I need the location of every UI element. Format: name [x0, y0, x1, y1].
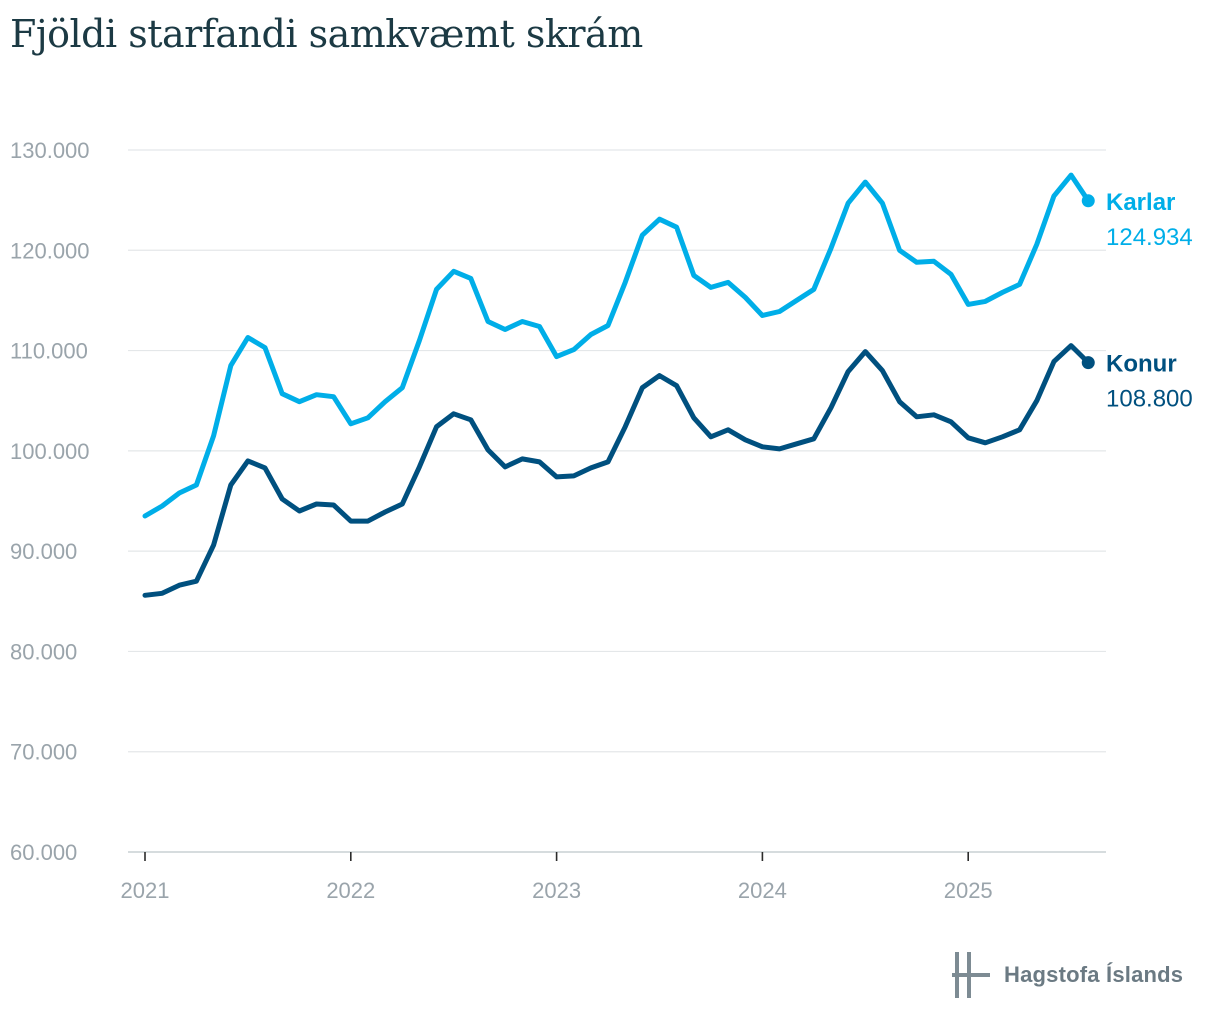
series-line-karlar: [142, 172, 1091, 519]
x-tick-label: 2024: [738, 878, 787, 903]
series-label-konur: Konur: [1106, 351, 1177, 378]
x-tick-label: 2023: [532, 878, 581, 903]
series-end-labels: Karlar 124.934 Konur 108.800: [1106, 189, 1193, 413]
series-value-karlar: 124.934: [1106, 224, 1193, 251]
series-end-point-konur: [1081, 356, 1095, 370]
hagstofa-mark-icon: [952, 952, 990, 998]
x-tick-label: 2022: [326, 878, 375, 903]
series-line-konur: [142, 343, 1091, 598]
y-tick-label: 120.000: [10, 238, 90, 263]
y-tick-label: 110.000: [10, 339, 88, 364]
y-axis: 60.000 70.000 80.000 90.000 100.000 110.000 12…: [10, 138, 90, 865]
y-tick-label: 100.000: [10, 439, 90, 464]
chart-title: Fjöldi starfandi samkvæmt skrám: [10, 12, 643, 56]
y-tick-label: 90.000: [10, 539, 77, 564]
y-tick-label: 70.000: [10, 740, 77, 765]
y-tick-label: 130.000: [10, 138, 90, 163]
y-tick-label: 60.000: [10, 840, 77, 865]
y-tick-label: 80.000: [10, 639, 77, 664]
series-lines: [142, 172, 1095, 598]
hagstofa-logo: Hagstofa Íslands: [952, 952, 1183, 998]
series-end-point-karlar: [1081, 194, 1095, 208]
series-value-konur: 108.800: [1106, 386, 1193, 413]
series-label-karlar: Karlar: [1106, 189, 1175, 216]
x-axis: 2021 2022 2023 2024 2025: [121, 852, 993, 903]
x-tick-label: 2021: [121, 878, 170, 903]
gridlines: [128, 149, 1106, 853]
hagstofa-logo-text: Hagstofa Íslands: [1004, 962, 1184, 987]
x-tick-label: 2025: [944, 878, 993, 903]
